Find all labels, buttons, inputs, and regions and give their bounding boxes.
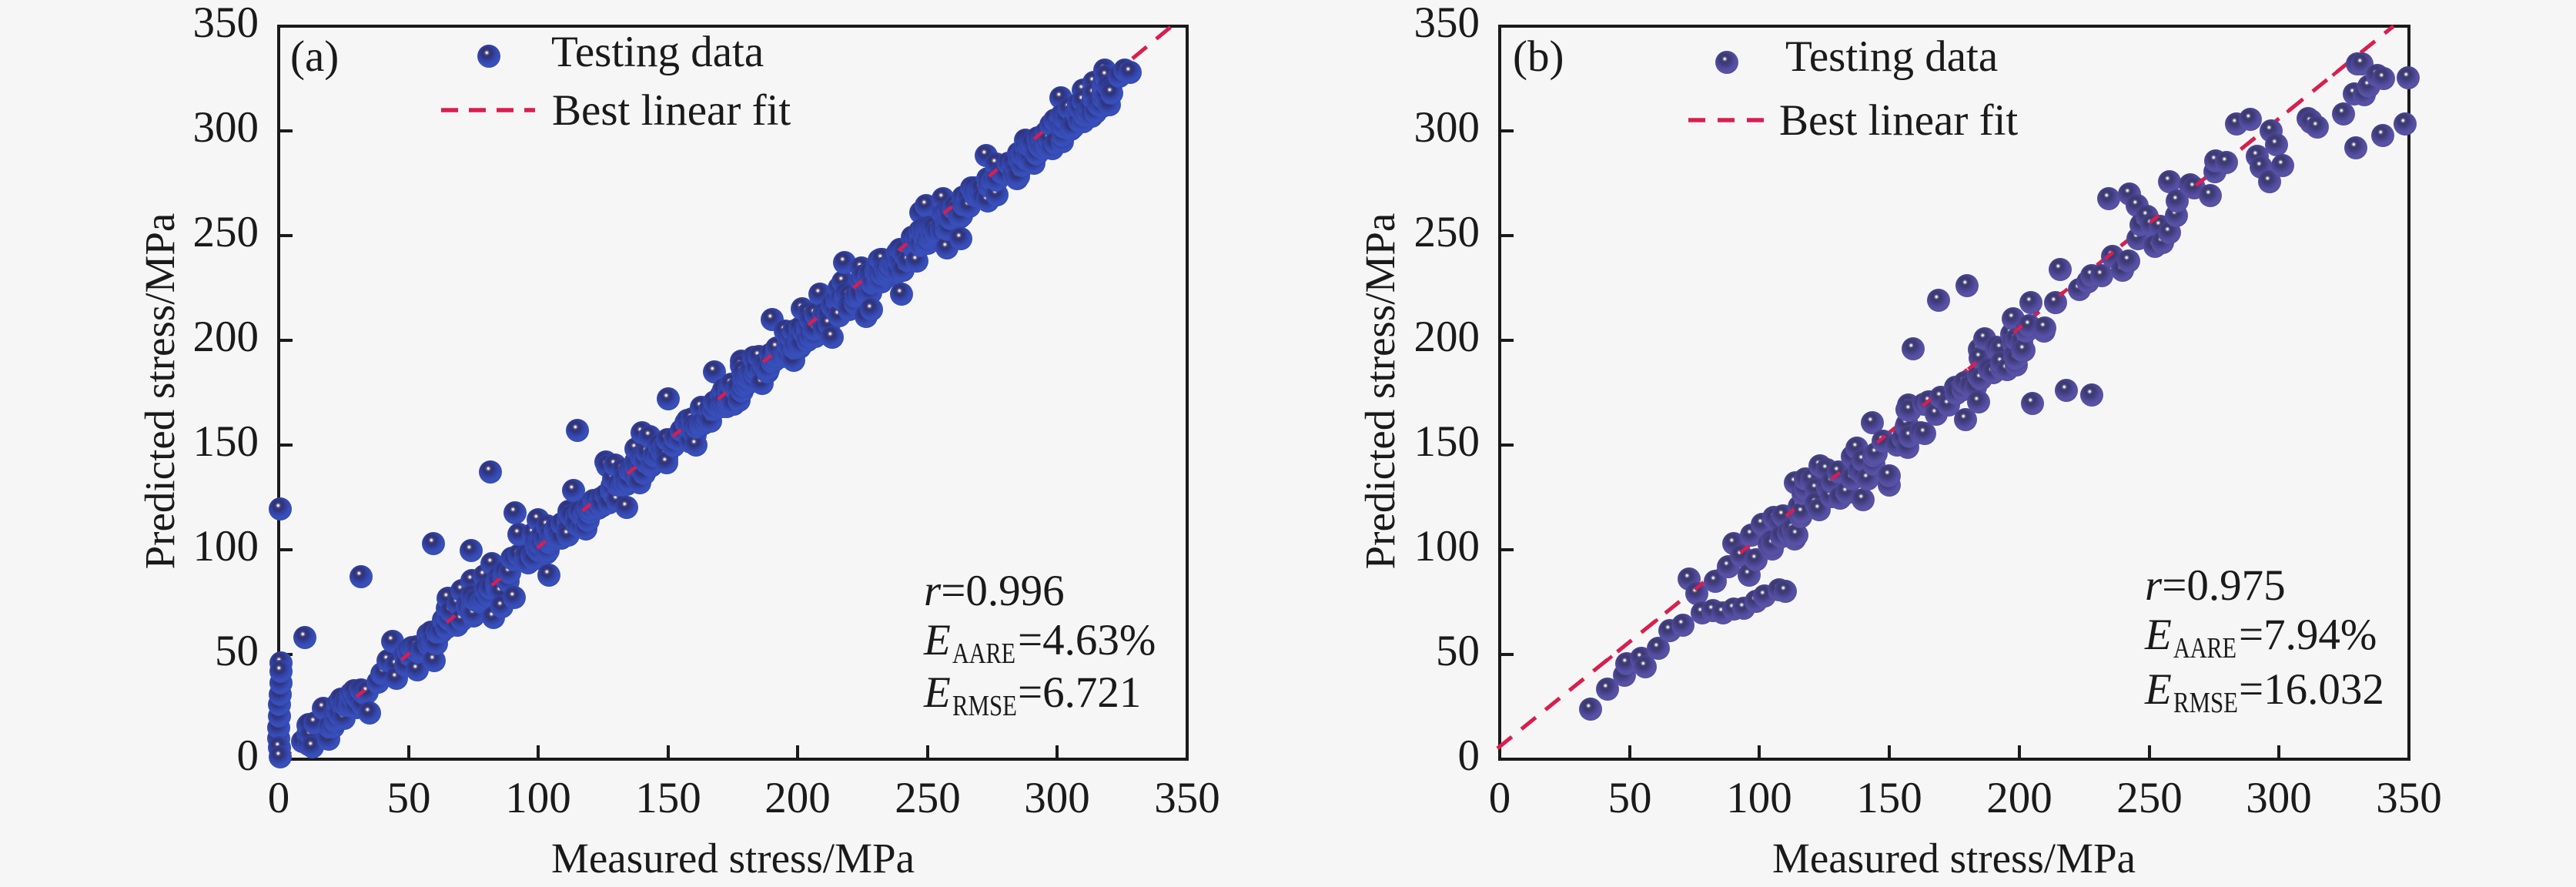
- svg-text:E: E: [2144, 665, 2172, 714]
- svg-text:E: E: [923, 616, 951, 664]
- svg-text:r=0.975: r=0.975: [2145, 561, 2286, 610]
- svg-text:100: 100: [193, 522, 259, 571]
- svg-text:E: E: [2144, 611, 2172, 659]
- svg-text:(b): (b): [1513, 32, 1564, 81]
- svg-text:RMSE: RMSE: [2173, 687, 2238, 719]
- svg-text:150: 150: [193, 417, 259, 466]
- svg-text:100: 100: [505, 774, 571, 822]
- svg-text:Predicted stress/MPa: Predicted stress/MPa: [1357, 213, 1403, 570]
- svg-text:100: 100: [1414, 522, 1480, 571]
- svg-text:200: 200: [1986, 774, 2052, 822]
- svg-text:350: 350: [1414, 0, 1480, 47]
- svg-text:200: 200: [764, 774, 831, 822]
- svg-text:300: 300: [2246, 774, 2312, 822]
- svg-text:300: 300: [193, 103, 259, 152]
- svg-text:250: 250: [895, 774, 961, 822]
- svg-text:Testing data: Testing data: [1785, 32, 1998, 81]
- svg-text:Predicted stress/MPa: Predicted stress/MPa: [136, 213, 183, 570]
- svg-text:Measured stress/MPa: Measured stress/MPa: [551, 835, 915, 882]
- svg-text:350: 350: [1154, 774, 1220, 822]
- svg-text:250: 250: [2116, 774, 2183, 822]
- svg-text:=7.94%: =7.94%: [2239, 611, 2377, 659]
- svg-text:AARE: AARE: [952, 638, 1015, 670]
- svg-text:0: 0: [237, 731, 259, 780]
- svg-text:200: 200: [193, 313, 259, 361]
- svg-text:r=0.996: r=0.996: [924, 567, 1065, 615]
- svg-text:350: 350: [2376, 774, 2442, 822]
- svg-text:E: E: [923, 668, 951, 717]
- svg-text:Best linear fit: Best linear fit: [552, 86, 791, 135]
- svg-text:AARE: AARE: [2173, 632, 2236, 664]
- svg-text:0: 0: [268, 774, 290, 822]
- svg-text:=4.63%: =4.63%: [1018, 616, 1156, 664]
- svg-text:250: 250: [1414, 208, 1480, 256]
- svg-text:=16.032: =16.032: [2239, 665, 2384, 714]
- svg-text:Best linear fit: Best linear fit: [1779, 96, 2018, 145]
- svg-text:Measured stress/MPa: Measured stress/MPa: [1772, 835, 2136, 882]
- svg-text:0: 0: [1489, 774, 1511, 822]
- svg-text:150: 150: [1856, 774, 1922, 822]
- svg-text:350: 350: [193, 0, 259, 47]
- svg-text:100: 100: [1726, 774, 1792, 822]
- svg-text:Testing data: Testing data: [551, 28, 764, 76]
- svg-text:50: 50: [215, 627, 259, 675]
- svg-text:50: 50: [1608, 774, 1652, 822]
- svg-text:50: 50: [387, 774, 431, 822]
- svg-text:150: 150: [1414, 417, 1480, 466]
- svg-text:=6.721: =6.721: [1018, 668, 1141, 717]
- svg-text:300: 300: [1414, 103, 1480, 152]
- svg-text:50: 50: [1436, 627, 1480, 675]
- svg-text:200: 200: [1414, 313, 1480, 361]
- svg-text:0: 0: [1458, 731, 1480, 780]
- svg-text:300: 300: [1024, 774, 1090, 822]
- svg-text:250: 250: [193, 208, 259, 256]
- svg-text:150: 150: [635, 774, 701, 822]
- svg-text:(a): (a): [290, 32, 339, 81]
- svg-text:RMSE: RMSE: [952, 690, 1017, 722]
